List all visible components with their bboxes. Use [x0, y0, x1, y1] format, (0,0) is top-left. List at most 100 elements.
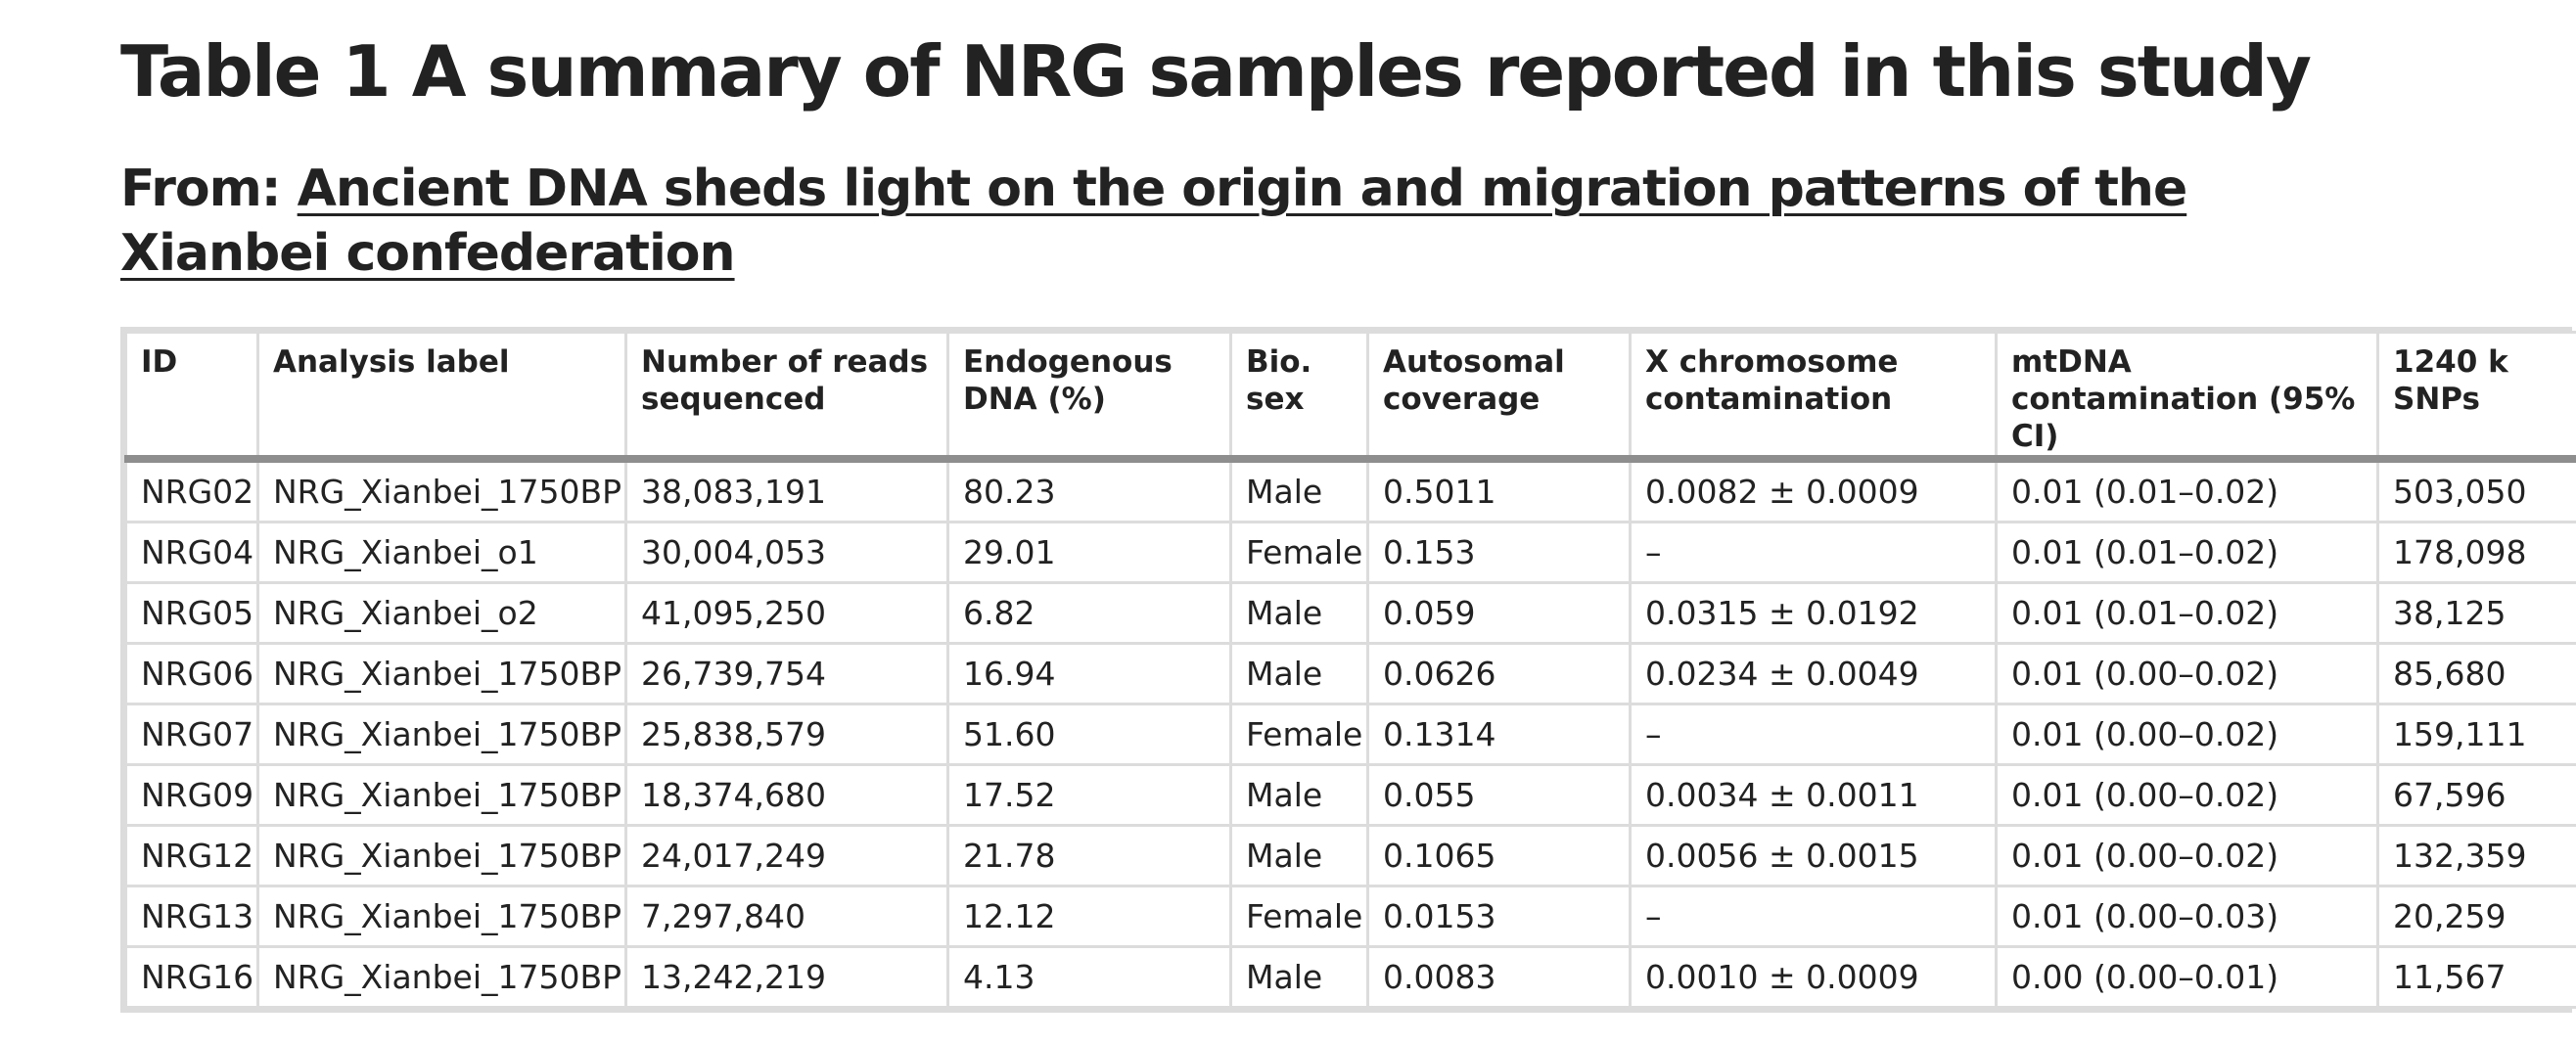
- cell-endogenous-dna: 6.82: [946, 581, 1232, 645]
- column-header-analysis-label: Analysis label: [256, 331, 627, 463]
- cell-mtdna-contamination: 0.01 (0.00–0.02): [1995, 642, 2379, 705]
- table-row: NRG09 NRG_Xianbei_1750BP 18,374,680 17.52 Ma…: [124, 763, 2576, 827]
- cell-bio-sex: Male: [1229, 581, 1369, 645]
- cell-endogenous-dna: 80.23: [946, 455, 1232, 523]
- cell-reads: 7,297,840: [624, 885, 949, 948]
- cell-endogenous-dna: 12.12: [946, 885, 1232, 948]
- cell-id: NRG09: [124, 763, 259, 827]
- cell-autosomal-coverage: 0.0153: [1366, 885, 1632, 948]
- cell-snps: 20,259: [2376, 885, 2576, 948]
- table-row: NRG05 NRG_Xianbei_o2 41,095,250 6.82 Male 0.0…: [124, 581, 2576, 645]
- column-header-id: ID: [124, 331, 259, 463]
- cell-autosomal-coverage: 0.0083: [1366, 945, 1632, 1009]
- cell-reads: 41,095,250: [624, 581, 949, 645]
- table-row: NRG16 NRG_Xianbei_1750BP 13,242,219 4.13 Mal…: [124, 945, 2576, 1009]
- column-header-mtdna-contamination: mtDNA contamination (95% CI): [1995, 331, 2379, 463]
- column-header-snps: 1240 k SNPs: [2376, 331, 2576, 463]
- cell-mtdna-contamination: 0.01 (0.01–0.02): [1995, 581, 2379, 645]
- cell-analysis-label: NRG_Xianbei_1750BP: [256, 642, 627, 705]
- cell-endogenous-dna: 17.52: [946, 763, 1232, 827]
- cell-mtdna-contamination: 0.01 (0.01–0.02): [1995, 521, 2379, 584]
- cell-reads: 18,374,680: [624, 763, 949, 827]
- cell-snps: 503,050: [2376, 455, 2576, 523]
- cell-mtdna-contamination: 0.01 (0.00–0.02): [1995, 763, 2379, 827]
- column-header-bio-sex: Bio. sex: [1229, 331, 1369, 463]
- cell-analysis-label: NRG_Xianbei_1750BP: [256, 885, 627, 948]
- column-header-endogenous-dna: Endogenous DNA (%): [946, 331, 1232, 463]
- cell-analysis-label: NRG_Xianbei_o1: [256, 521, 627, 584]
- table-body: NRG02 NRG_Xianbei_1750BP 38,083,191 80.23 Ma…: [124, 455, 2576, 1009]
- cell-bio-sex: Female: [1229, 703, 1369, 766]
- cell-autosomal-coverage: 0.059: [1366, 581, 1632, 645]
- source-article-link[interactable]: Ancient DNA sheds light on the origin an…: [120, 159, 2187, 283]
- cell-reads: 26,739,754: [624, 642, 949, 705]
- table-container: ID Analysis label Number of reads sequen…: [120, 327, 2576, 1013]
- cell-analysis-label: NRG_Xianbei_1750BP: [256, 945, 627, 1009]
- cell-reads: 13,242,219: [624, 945, 949, 1009]
- cell-analysis-label: NRG_Xianbei_1750BP: [256, 703, 627, 766]
- cell-bio-sex: Male: [1229, 642, 1369, 705]
- cell-autosomal-coverage: 0.1065: [1366, 824, 1632, 887]
- cell-id: NRG06: [124, 642, 259, 705]
- cell-id: NRG02: [124, 455, 259, 523]
- cell-id: NRG12: [124, 824, 259, 887]
- cell-snps: 38,125: [2376, 581, 2576, 645]
- cell-reads: 24,017,249: [624, 824, 949, 887]
- cell-x-contamination: 0.0082 ± 0.0009: [1629, 455, 1998, 523]
- cell-analysis-label: NRG_Xianbei_1750BP: [256, 824, 627, 887]
- cell-mtdna-contamination: 0.01 (0.01–0.02): [1995, 455, 2379, 523]
- cell-mtdna-contamination: 0.01 (0.00–0.02): [1995, 703, 2379, 766]
- table-row: NRG04 NRG_Xianbei_o1 30,004,053 29.01 Female…: [124, 521, 2576, 584]
- table-row: NRG06 NRG_Xianbei_1750BP 26,739,754 16.94 Ma…: [124, 642, 2576, 705]
- cell-bio-sex: Male: [1229, 824, 1369, 887]
- cell-mtdna-contamination: 0.00 (0.00–0.01): [1995, 945, 2379, 1009]
- cell-endogenous-dna: 16.94: [946, 642, 1232, 705]
- source-article-line: From: Ancient DNA sheds light on the ori…: [120, 157, 2371, 286]
- cell-bio-sex: Female: [1229, 885, 1369, 948]
- cell-endogenous-dna: 4.13: [946, 945, 1232, 1009]
- cell-bio-sex: Male: [1229, 945, 1369, 1009]
- cell-x-contamination: –: [1629, 521, 1998, 584]
- cell-endogenous-dna: 51.60: [946, 703, 1232, 766]
- cell-analysis-label: NRG_Xianbei_1750BP: [256, 763, 627, 827]
- cell-id: NRG13: [124, 885, 259, 948]
- cell-id: NRG05: [124, 581, 259, 645]
- cell-mtdna-contamination: 0.01 (0.00–0.02): [1995, 824, 2379, 887]
- cell-snps: 132,359: [2376, 824, 2576, 887]
- cell-bio-sex: Male: [1229, 763, 1369, 827]
- cell-reads: 38,083,191: [624, 455, 949, 523]
- cell-x-contamination: 0.0315 ± 0.0192: [1629, 581, 1998, 645]
- cell-bio-sex: Female: [1229, 521, 1369, 584]
- cell-reads: 30,004,053: [624, 521, 949, 584]
- cell-x-contamination: 0.0056 ± 0.0015: [1629, 824, 1998, 887]
- table-row: NRG13 NRG_Xianbei_1750BP 7,297,840 12.12 Fem…: [124, 885, 2576, 948]
- cell-autosomal-coverage: 0.153: [1366, 521, 1632, 584]
- table-row: NRG12 NRG_Xianbei_1750BP 24,017,249 21.78 Ma…: [124, 824, 2576, 887]
- cell-snps: 159,111: [2376, 703, 2576, 766]
- header-row: ID Analysis label Number of reads sequen…: [124, 331, 2576, 463]
- cell-id: NRG07: [124, 703, 259, 766]
- cell-x-contamination: –: [1629, 885, 1998, 948]
- cell-bio-sex: Male: [1229, 455, 1369, 523]
- samples-table: ID Analysis label Number of reads sequen…: [124, 331, 2576, 1009]
- cell-reads: 25,838,579: [624, 703, 949, 766]
- cell-snps: 85,680: [2376, 642, 2576, 705]
- cell-snps: 67,596: [2376, 763, 2576, 827]
- cell-snps: 178,098: [2376, 521, 2576, 584]
- cell-autosomal-coverage: 0.1314: [1366, 703, 1632, 766]
- cell-mtdna-contamination: 0.01 (0.00–0.03): [1995, 885, 2379, 948]
- cell-x-contamination: 0.0034 ± 0.0011: [1629, 763, 1998, 827]
- from-label: From:: [120, 159, 298, 218]
- cell-snps: 11,567: [2376, 945, 2576, 1009]
- cell-autosomal-coverage: 0.0626: [1366, 642, 1632, 705]
- table-row: NRG02 NRG_Xianbei_1750BP 38,083,191 80.23 Ma…: [124, 455, 2576, 523]
- column-header-x-contamination: X chromosome contamination: [1629, 331, 1998, 463]
- cell-endogenous-dna: 29.01: [946, 521, 1232, 584]
- cell-endogenous-dna: 21.78: [946, 824, 1232, 887]
- page-title: Table 1 A summary of NRG samples reporte…: [120, 30, 2312, 113]
- cell-x-contamination: –: [1629, 703, 1998, 766]
- table-header: ID Analysis label Number of reads sequen…: [124, 331, 2576, 463]
- table-row: NRG07 NRG_Xianbei_1750BP 25,838,579 51.60 Fe…: [124, 703, 2576, 766]
- cell-analysis-label: NRG_Xianbei_1750BP: [256, 455, 627, 523]
- cell-autosomal-coverage: 0.055: [1366, 763, 1632, 827]
